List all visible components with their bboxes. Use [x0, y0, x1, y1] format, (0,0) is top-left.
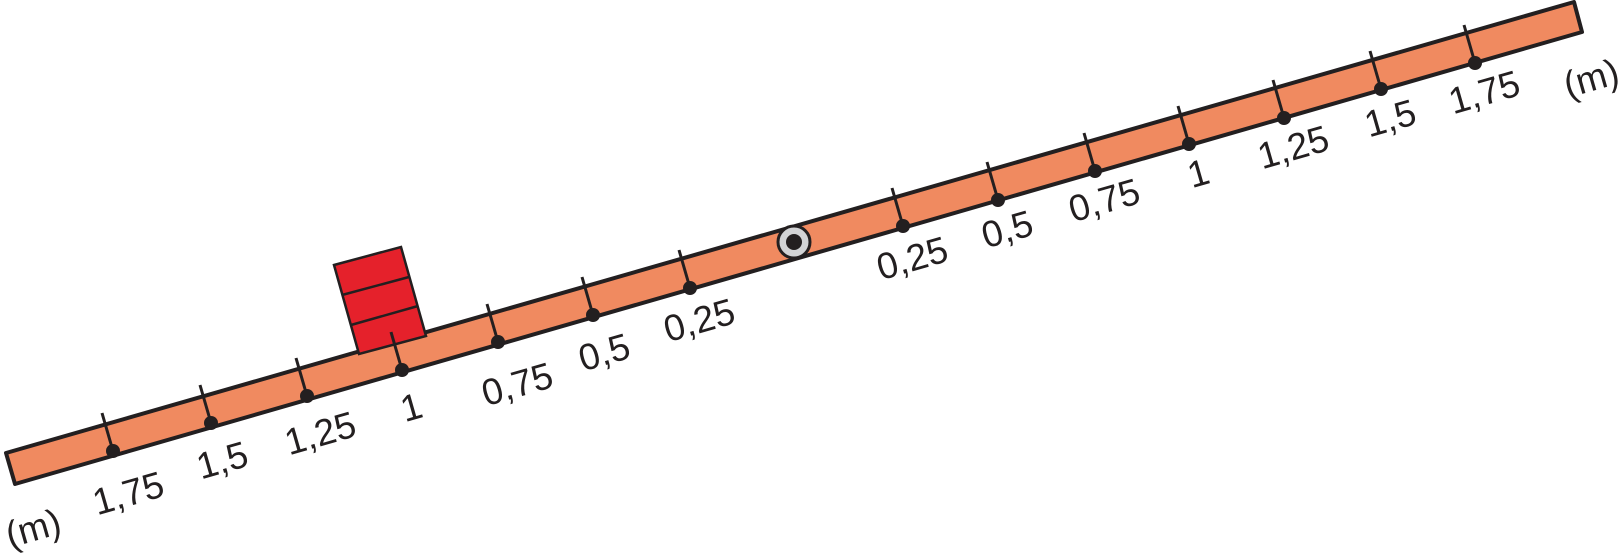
right-mark-4-dot — [1182, 137, 1196, 151]
left-mark-4-dot — [395, 363, 409, 377]
right-mark-6-dot — [1374, 82, 1388, 96]
pivot-hub — [786, 234, 802, 250]
unit-label-right: (m) — [1559, 51, 1624, 106]
weight-block — [332, 245, 428, 356]
right-mark-5-label: 1,25 — [1253, 118, 1334, 177]
pivot-icon — [776, 224, 812, 260]
left-mark-6-label: 0,5 — [574, 326, 635, 380]
right-mark-5-dot — [1277, 111, 1291, 125]
right-mark-7-dot — [1468, 56, 1482, 70]
weight-block-body — [332, 245, 428, 356]
left-mark-7-dot — [683, 281, 697, 295]
left-mark-3-dot — [300, 389, 314, 403]
left-mark-2-label: 1,5 — [192, 434, 253, 488]
right-mark-1-dot — [896, 219, 910, 233]
left-mark-3-label: 1,25 — [280, 404, 361, 463]
weight-block-divider — [350, 304, 419, 327]
left-mark-6-dot — [586, 308, 600, 322]
right-mark-1-label: 0,25 — [872, 229, 953, 288]
left-mark-2-dot — [204, 416, 218, 430]
left-mark-5-dot — [491, 335, 505, 349]
right-mark-4-label: 1 — [1183, 151, 1214, 196]
weight-block-divider — [341, 275, 410, 297]
right-mark-3-dot — [1088, 164, 1102, 178]
right-mark-6-label: 1,5 — [1360, 92, 1421, 146]
left-mark-7-label: 0,25 — [659, 291, 740, 350]
right-mark-2-label: 0,5 — [977, 203, 1038, 257]
left-mark-4-label: 1 — [396, 385, 427, 430]
unit-label-left: (m) — [1, 501, 66, 556]
right-mark-7-label: 1,75 — [1444, 63, 1525, 122]
left-mark-1-dot — [106, 444, 120, 458]
left-mark-5-label: 0,75 — [477, 355, 558, 414]
right-mark-2-dot — [991, 193, 1005, 207]
left-mark-1-label: 1,75 — [88, 464, 169, 523]
